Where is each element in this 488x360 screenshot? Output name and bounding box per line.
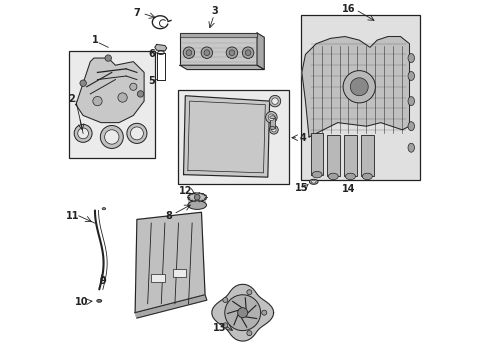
- Bar: [151, 274, 164, 282]
- Text: 3: 3: [211, 6, 218, 17]
- Bar: [326, 135, 339, 176]
- Text: 2: 2: [68, 94, 75, 104]
- Circle shape: [74, 125, 92, 142]
- Text: 12: 12: [178, 186, 192, 196]
- Circle shape: [242, 47, 253, 58]
- Text: 10: 10: [75, 297, 89, 307]
- Circle shape: [261, 310, 266, 315]
- Circle shape: [246, 330, 251, 336]
- Bar: [269, 117, 274, 128]
- Ellipse shape: [98, 300, 101, 302]
- Circle shape: [80, 80, 86, 86]
- Bar: [187, 197, 206, 205]
- Circle shape: [271, 128, 276, 132]
- Circle shape: [269, 95, 280, 107]
- Bar: [172, 269, 186, 277]
- Polygon shape: [180, 65, 264, 69]
- Circle shape: [343, 71, 375, 103]
- Text: 1: 1: [92, 35, 99, 45]
- Circle shape: [93, 96, 102, 106]
- Circle shape: [223, 297, 227, 302]
- Text: 9: 9: [99, 276, 106, 286]
- Bar: [360, 135, 373, 176]
- Bar: [178, 90, 289, 184]
- Circle shape: [244, 50, 250, 55]
- Text: 4: 4: [299, 133, 305, 143]
- Polygon shape: [183, 96, 269, 177]
- Polygon shape: [76, 58, 144, 123]
- Circle shape: [224, 295, 260, 330]
- Ellipse shape: [407, 143, 414, 152]
- Bar: [344, 135, 356, 176]
- Polygon shape: [257, 33, 264, 69]
- Circle shape: [105, 55, 111, 61]
- Ellipse shape: [102, 208, 105, 210]
- Polygon shape: [135, 212, 204, 313]
- Circle shape: [269, 126, 278, 134]
- Circle shape: [126, 123, 147, 143]
- Text: 11: 11: [66, 211, 80, 221]
- Circle shape: [226, 47, 237, 58]
- Ellipse shape: [269, 116, 275, 119]
- Ellipse shape: [311, 171, 322, 178]
- Ellipse shape: [309, 179, 317, 184]
- Bar: [310, 134, 323, 175]
- Text: 6: 6: [147, 49, 154, 59]
- Circle shape: [349, 78, 367, 96]
- Ellipse shape: [362, 173, 371, 180]
- Circle shape: [228, 50, 234, 55]
- Circle shape: [183, 47, 194, 58]
- Circle shape: [271, 98, 278, 104]
- Text: 7: 7: [133, 8, 140, 18]
- Circle shape: [129, 83, 137, 90]
- Ellipse shape: [311, 180, 315, 183]
- Circle shape: [78, 128, 88, 139]
- Ellipse shape: [269, 127, 275, 130]
- Circle shape: [104, 130, 119, 144]
- Circle shape: [246, 290, 251, 295]
- Ellipse shape: [407, 122, 414, 131]
- Bar: [180, 33, 257, 37]
- Polygon shape: [135, 295, 206, 318]
- Ellipse shape: [327, 173, 338, 180]
- Circle shape: [223, 323, 227, 328]
- Circle shape: [118, 93, 127, 102]
- Ellipse shape: [187, 201, 206, 210]
- Text: 13: 13: [212, 323, 225, 333]
- Text: 14: 14: [341, 184, 354, 194]
- Ellipse shape: [407, 72, 414, 81]
- Circle shape: [185, 50, 191, 55]
- Bar: [301, 15, 419, 180]
- Circle shape: [237, 308, 247, 318]
- Ellipse shape: [187, 193, 206, 202]
- Circle shape: [194, 194, 200, 200]
- Text: 16: 16: [341, 4, 354, 14]
- Bar: [69, 51, 155, 158]
- Circle shape: [265, 112, 277, 123]
- Polygon shape: [301, 37, 408, 137]
- Text: 5: 5: [147, 76, 154, 86]
- Text: 8: 8: [165, 211, 172, 221]
- Circle shape: [203, 50, 209, 55]
- Ellipse shape: [97, 300, 102, 302]
- Bar: [180, 33, 257, 65]
- Ellipse shape: [345, 173, 355, 180]
- Text: 15: 15: [295, 183, 308, 193]
- Circle shape: [137, 91, 143, 97]
- Ellipse shape: [407, 96, 414, 105]
- Polygon shape: [211, 284, 273, 341]
- Circle shape: [267, 114, 274, 121]
- Polygon shape: [155, 44, 166, 51]
- Ellipse shape: [407, 54, 414, 63]
- Circle shape: [130, 127, 143, 140]
- Circle shape: [201, 47, 212, 58]
- Circle shape: [100, 126, 123, 148]
